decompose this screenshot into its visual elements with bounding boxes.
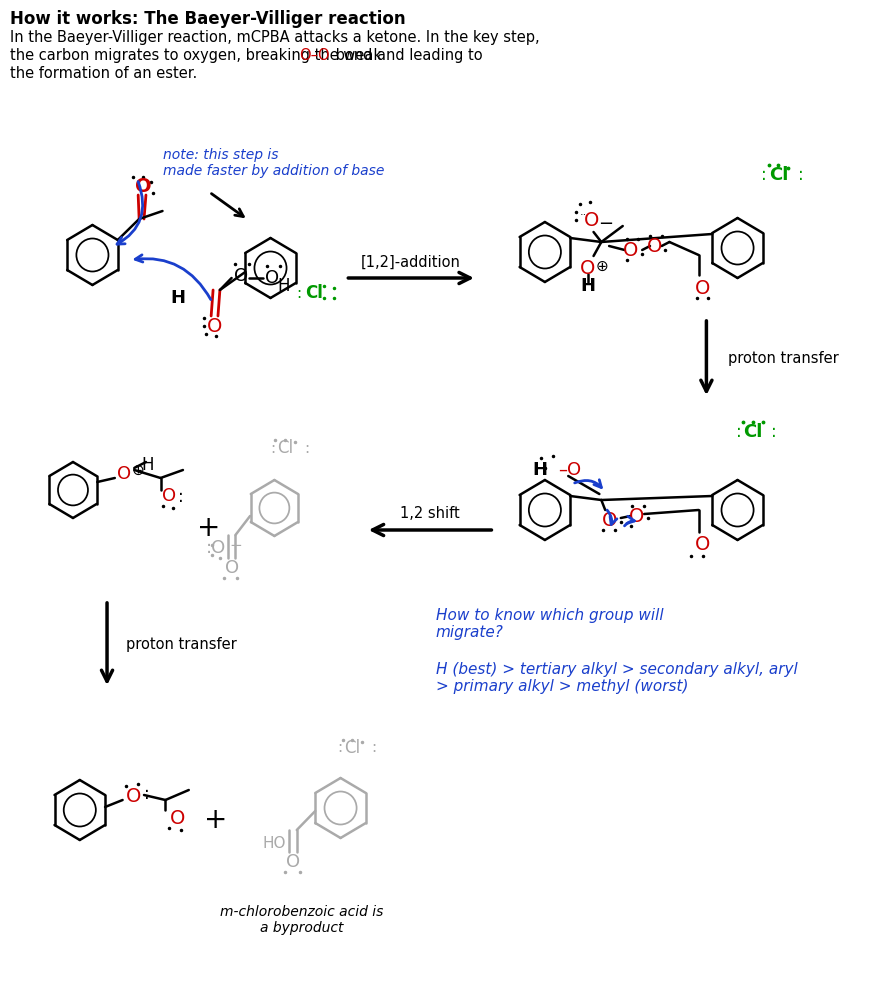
Text: Cl: Cl: [344, 739, 361, 757]
Text: 1,2 shift: 1,2 shift: [400, 506, 460, 521]
Text: Cl: Cl: [743, 423, 763, 441]
Text: H: H: [278, 277, 290, 295]
Text: :: :: [338, 740, 342, 756]
Text: O: O: [647, 236, 662, 256]
Text: O: O: [695, 535, 710, 554]
Text: the formation of an ester.: the formation of an ester.: [10, 66, 197, 81]
Text: Cl: Cl: [769, 166, 789, 184]
Text: −: −: [598, 215, 613, 233]
Text: O: O: [170, 809, 185, 828]
Text: O: O: [584, 210, 599, 229]
Text: :O: :O: [205, 539, 225, 557]
Text: ..: ..: [580, 207, 588, 217]
Text: note: this step is
made faster by addition of base: note: this step is made faster by additi…: [164, 148, 385, 178]
Text: O–O: O–O: [299, 48, 330, 63]
Text: :: :: [771, 423, 776, 441]
Text: :: :: [761, 166, 766, 184]
Text: bond and leading to: bond and leading to: [331, 48, 483, 63]
Text: :: :: [735, 423, 742, 441]
Text: the carbon migrates to oxygen, breaking the weak: the carbon migrates to oxygen, breaking …: [10, 48, 386, 63]
Text: +: +: [196, 514, 220, 542]
Text: O: O: [225, 559, 239, 577]
Text: H (best) > tertiary alkyl > secondary alkyl, aryl
> primary alkyl > methyl (wors: H (best) > tertiary alkyl > secondary al…: [436, 662, 797, 694]
Text: O: O: [265, 269, 279, 287]
Text: :: :: [271, 441, 275, 456]
Text: O: O: [126, 787, 141, 806]
Text: :: :: [305, 441, 309, 456]
Text: :: :: [178, 488, 184, 506]
Text: How to know which group will
migrate?: How to know which group will migrate?: [436, 608, 664, 641]
Text: Cl: Cl: [306, 284, 324, 302]
Text: O: O: [163, 487, 177, 505]
Text: :: :: [371, 740, 377, 756]
Text: Cl: Cl: [277, 439, 293, 457]
Text: O: O: [118, 465, 132, 483]
Text: O: O: [601, 510, 617, 529]
Text: O: O: [623, 240, 638, 260]
Text: H: H: [580, 277, 595, 295]
Text: :: :: [144, 785, 149, 803]
Text: proton transfer: proton transfer: [126, 637, 237, 652]
Text: O: O: [234, 267, 248, 285]
Text: −: −: [230, 537, 242, 552]
Text: How it works: The Baeyer-Villiger reaction: How it works: The Baeyer-Villiger reacti…: [10, 10, 406, 28]
Text: O: O: [206, 317, 222, 335]
Text: proton transfer: proton transfer: [728, 350, 839, 365]
Text: ⊕: ⊕: [132, 463, 145, 478]
Text: In the Baeyer-Villiger reaction, mCPBA attacks a ketone. In the key step,: In the Baeyer-Villiger reaction, mCPBA a…: [10, 30, 539, 45]
Text: :: :: [798, 166, 804, 184]
Text: H: H: [171, 289, 186, 307]
Text: +: +: [204, 806, 228, 834]
Text: :: :: [296, 286, 301, 301]
Text: [1,2]-addition: [1,2]-addition: [361, 255, 461, 270]
Text: –O: –O: [559, 461, 582, 479]
Text: O: O: [134, 176, 151, 195]
Text: O: O: [286, 853, 300, 871]
Text: H: H: [141, 456, 154, 474]
Text: ⊕: ⊕: [596, 259, 609, 274]
Text: O: O: [580, 259, 596, 278]
Text: H: H: [533, 461, 548, 479]
Text: m-chlorobenzoic acid is
a byproduct: m-chlorobenzoic acid is a byproduct: [220, 905, 384, 936]
Text: HO: HO: [263, 836, 286, 850]
Text: O: O: [695, 279, 710, 298]
Text: O: O: [629, 506, 644, 525]
